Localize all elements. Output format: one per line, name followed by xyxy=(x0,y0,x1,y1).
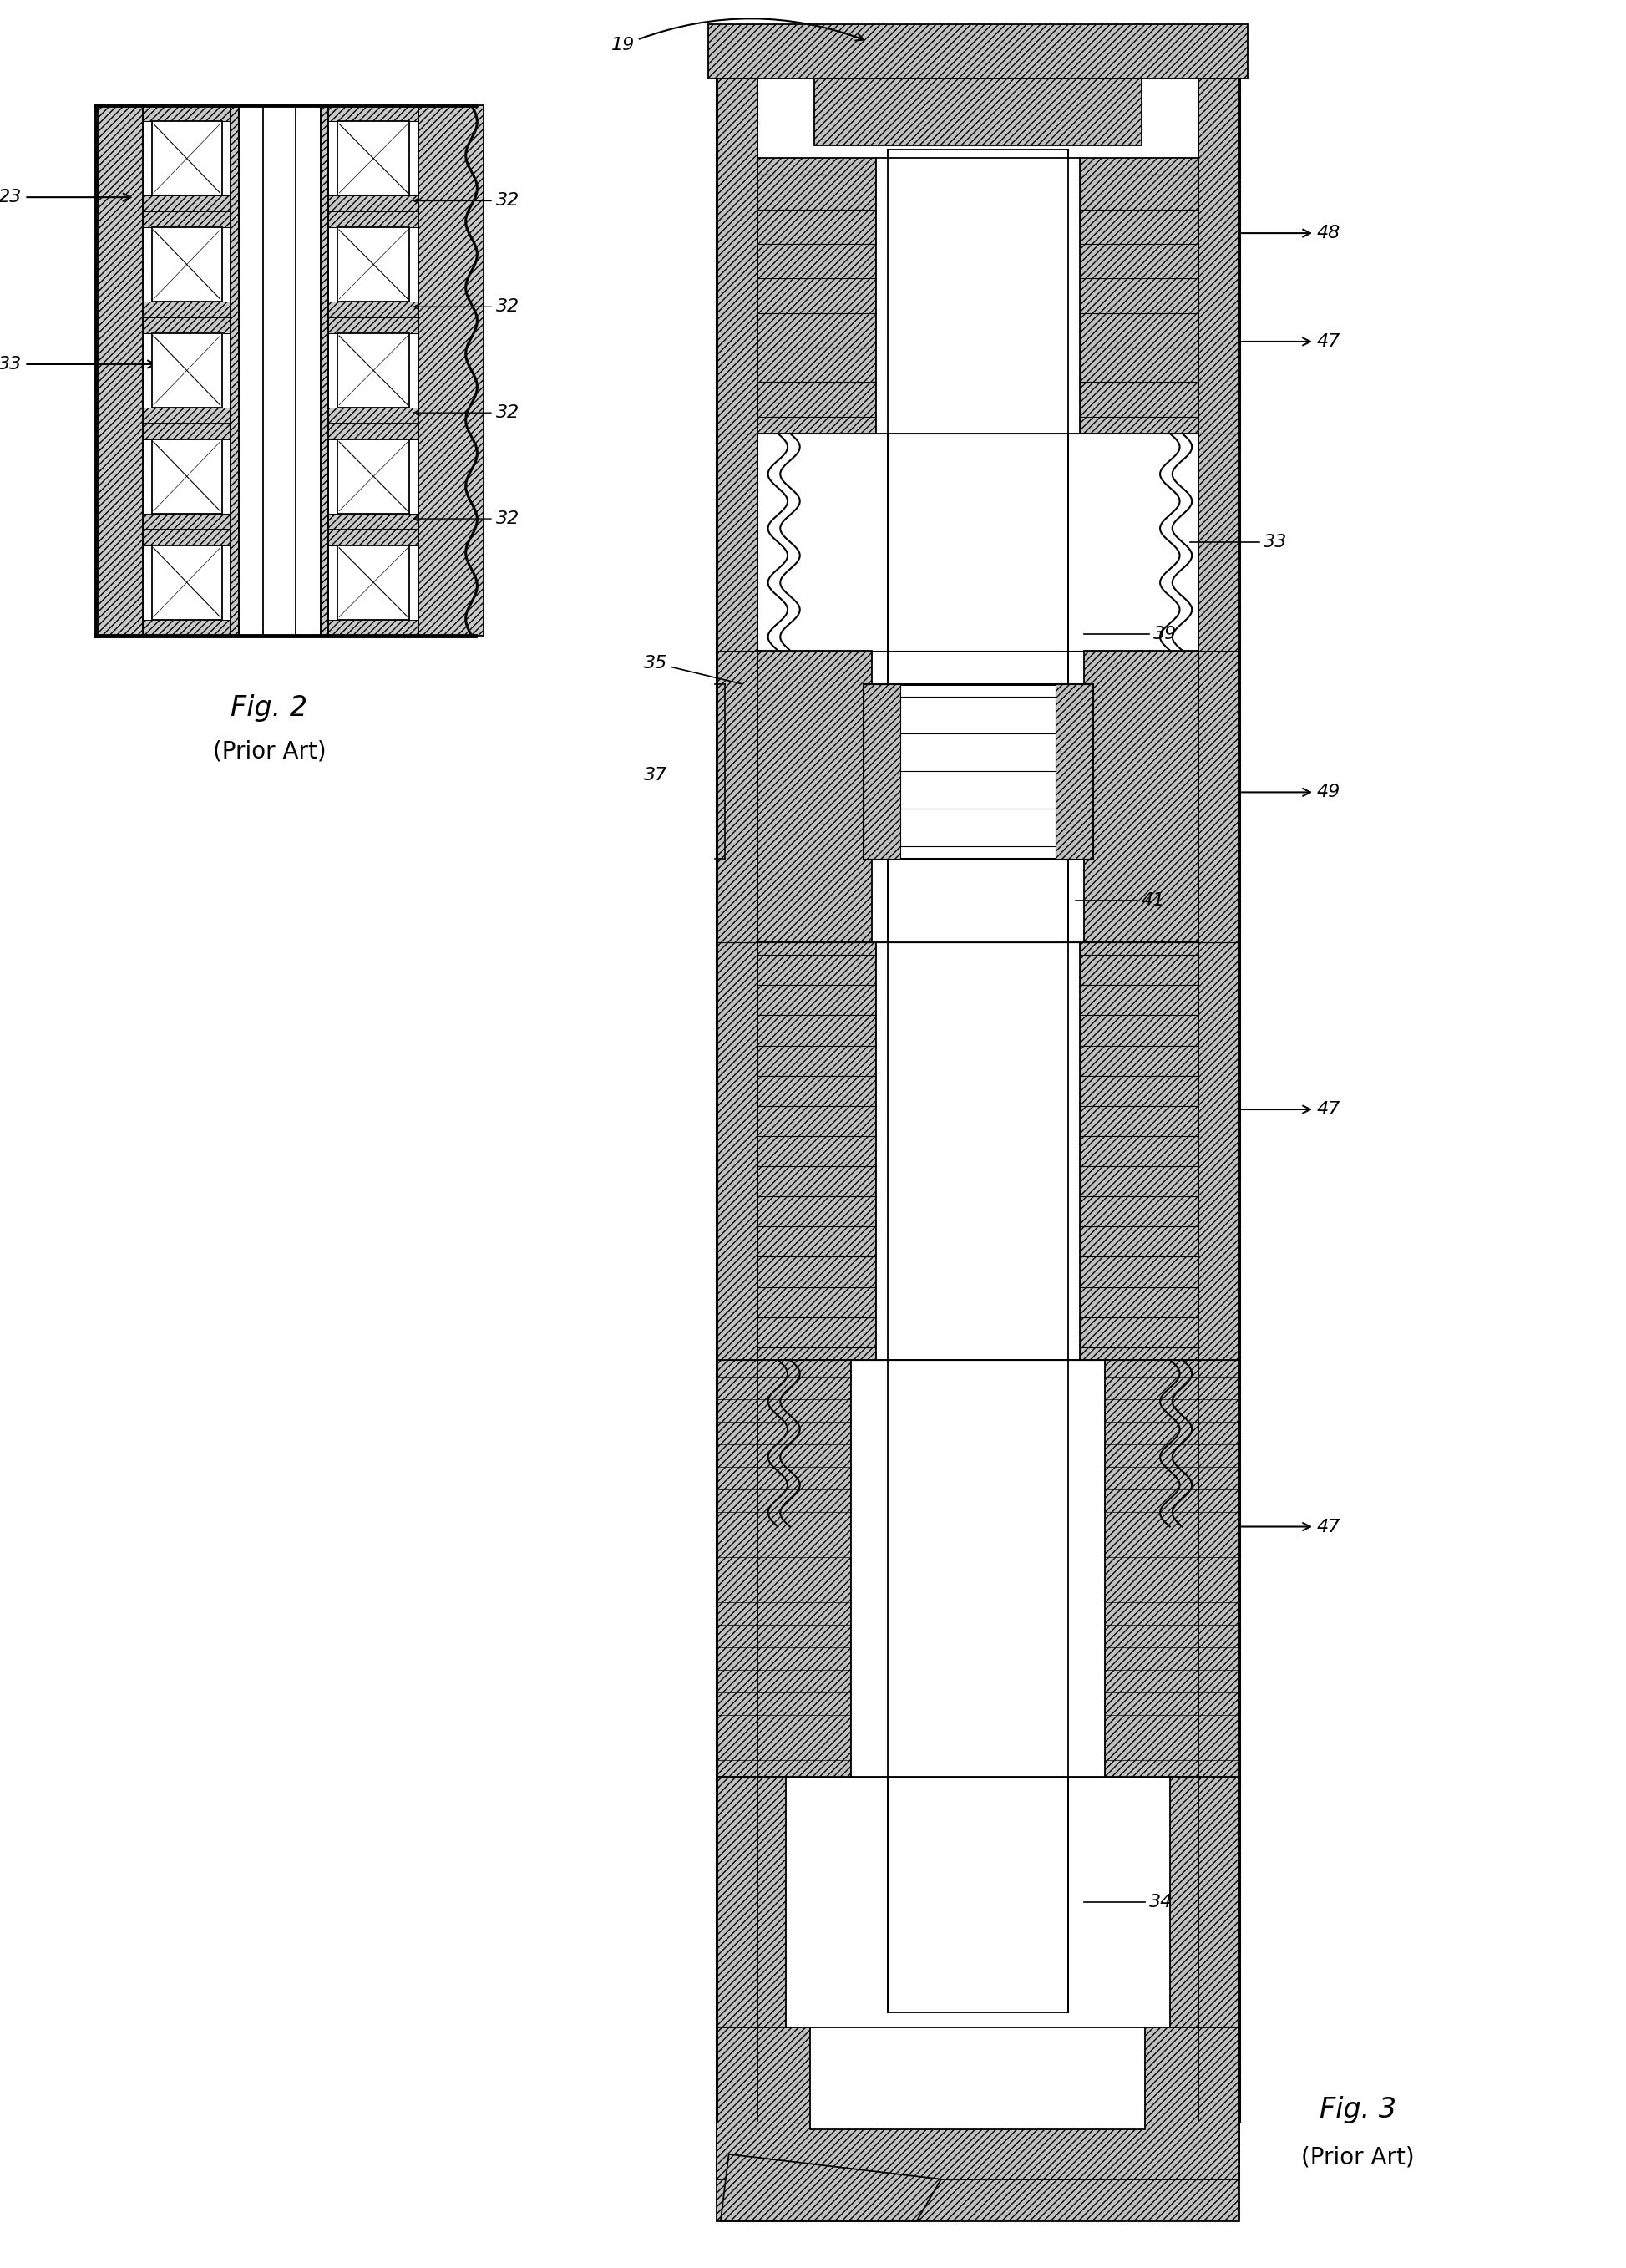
Polygon shape xyxy=(328,513,418,528)
Polygon shape xyxy=(328,107,418,122)
Polygon shape xyxy=(338,544,410,619)
Text: 37: 37 xyxy=(644,767,668,785)
Text: 32: 32 xyxy=(496,193,520,209)
Bar xyxy=(863,683,1093,860)
Polygon shape xyxy=(1080,943,1198,1361)
Polygon shape xyxy=(863,683,901,860)
Text: 47: 47 xyxy=(1242,1517,1340,1535)
Polygon shape xyxy=(151,333,221,408)
Bar xyxy=(876,159,1080,433)
Text: 35: 35 xyxy=(644,655,668,671)
Polygon shape xyxy=(1080,159,1198,433)
Polygon shape xyxy=(96,107,143,635)
Polygon shape xyxy=(338,122,410,195)
Text: 23: 23 xyxy=(0,188,130,206)
Polygon shape xyxy=(758,943,876,1361)
Polygon shape xyxy=(143,318,231,333)
Polygon shape xyxy=(720,2155,941,2220)
Polygon shape xyxy=(151,227,221,302)
Polygon shape xyxy=(143,302,231,318)
Polygon shape xyxy=(143,211,231,227)
Polygon shape xyxy=(151,440,221,513)
Text: 19: 19 xyxy=(611,18,863,54)
Bar xyxy=(852,1361,1104,1778)
Polygon shape xyxy=(328,528,418,544)
Polygon shape xyxy=(143,513,231,528)
Polygon shape xyxy=(418,107,483,635)
Text: 47: 47 xyxy=(1242,1100,1340,1118)
Bar xyxy=(810,2028,1145,2130)
Polygon shape xyxy=(758,651,872,943)
Polygon shape xyxy=(320,107,328,635)
Polygon shape xyxy=(328,302,418,318)
Polygon shape xyxy=(338,440,410,513)
Bar xyxy=(876,943,1080,1361)
Polygon shape xyxy=(151,122,221,195)
Text: 32: 32 xyxy=(496,510,520,526)
Text: 32: 32 xyxy=(496,299,520,315)
Text: 41: 41 xyxy=(1141,891,1164,909)
Text: 32: 32 xyxy=(496,404,520,422)
Text: (Prior Art): (Prior Art) xyxy=(1301,2146,1415,2168)
Polygon shape xyxy=(717,2028,1239,2180)
Text: 48: 48 xyxy=(1242,225,1340,240)
Polygon shape xyxy=(151,544,221,619)
Text: 47: 47 xyxy=(1242,333,1340,349)
Polygon shape xyxy=(143,424,231,440)
Text: 34: 34 xyxy=(1150,1894,1172,1910)
Polygon shape xyxy=(328,424,418,440)
Polygon shape xyxy=(717,2121,1239,2220)
Polygon shape xyxy=(338,333,410,408)
Polygon shape xyxy=(758,159,876,433)
Text: (Prior Art): (Prior Art) xyxy=(213,739,325,762)
Polygon shape xyxy=(143,528,231,544)
Polygon shape xyxy=(338,227,410,302)
Polygon shape xyxy=(1169,1778,1239,2028)
Text: 33: 33 xyxy=(0,356,154,372)
Polygon shape xyxy=(717,79,758,2121)
Text: 33: 33 xyxy=(1263,533,1288,551)
Polygon shape xyxy=(709,25,1247,79)
Polygon shape xyxy=(1055,683,1093,860)
Bar xyxy=(888,150,1068,2012)
Polygon shape xyxy=(815,79,1141,145)
Polygon shape xyxy=(143,408,231,424)
Polygon shape xyxy=(1104,1361,1239,1778)
Polygon shape xyxy=(328,408,418,424)
Polygon shape xyxy=(231,107,239,635)
Polygon shape xyxy=(328,211,418,227)
Polygon shape xyxy=(328,619,418,635)
Polygon shape xyxy=(143,195,231,211)
Text: 49: 49 xyxy=(1242,785,1340,801)
Text: Fig. 2: Fig. 2 xyxy=(231,694,307,721)
Polygon shape xyxy=(143,107,231,122)
Text: Fig. 3: Fig. 3 xyxy=(1319,2096,1397,2123)
Polygon shape xyxy=(717,1361,852,1778)
Polygon shape xyxy=(1085,651,1198,943)
Polygon shape xyxy=(1198,79,1239,2121)
Polygon shape xyxy=(717,1778,785,2028)
Polygon shape xyxy=(328,318,418,333)
Polygon shape xyxy=(143,619,231,635)
Polygon shape xyxy=(328,195,418,211)
Text: 39: 39 xyxy=(1153,626,1177,642)
